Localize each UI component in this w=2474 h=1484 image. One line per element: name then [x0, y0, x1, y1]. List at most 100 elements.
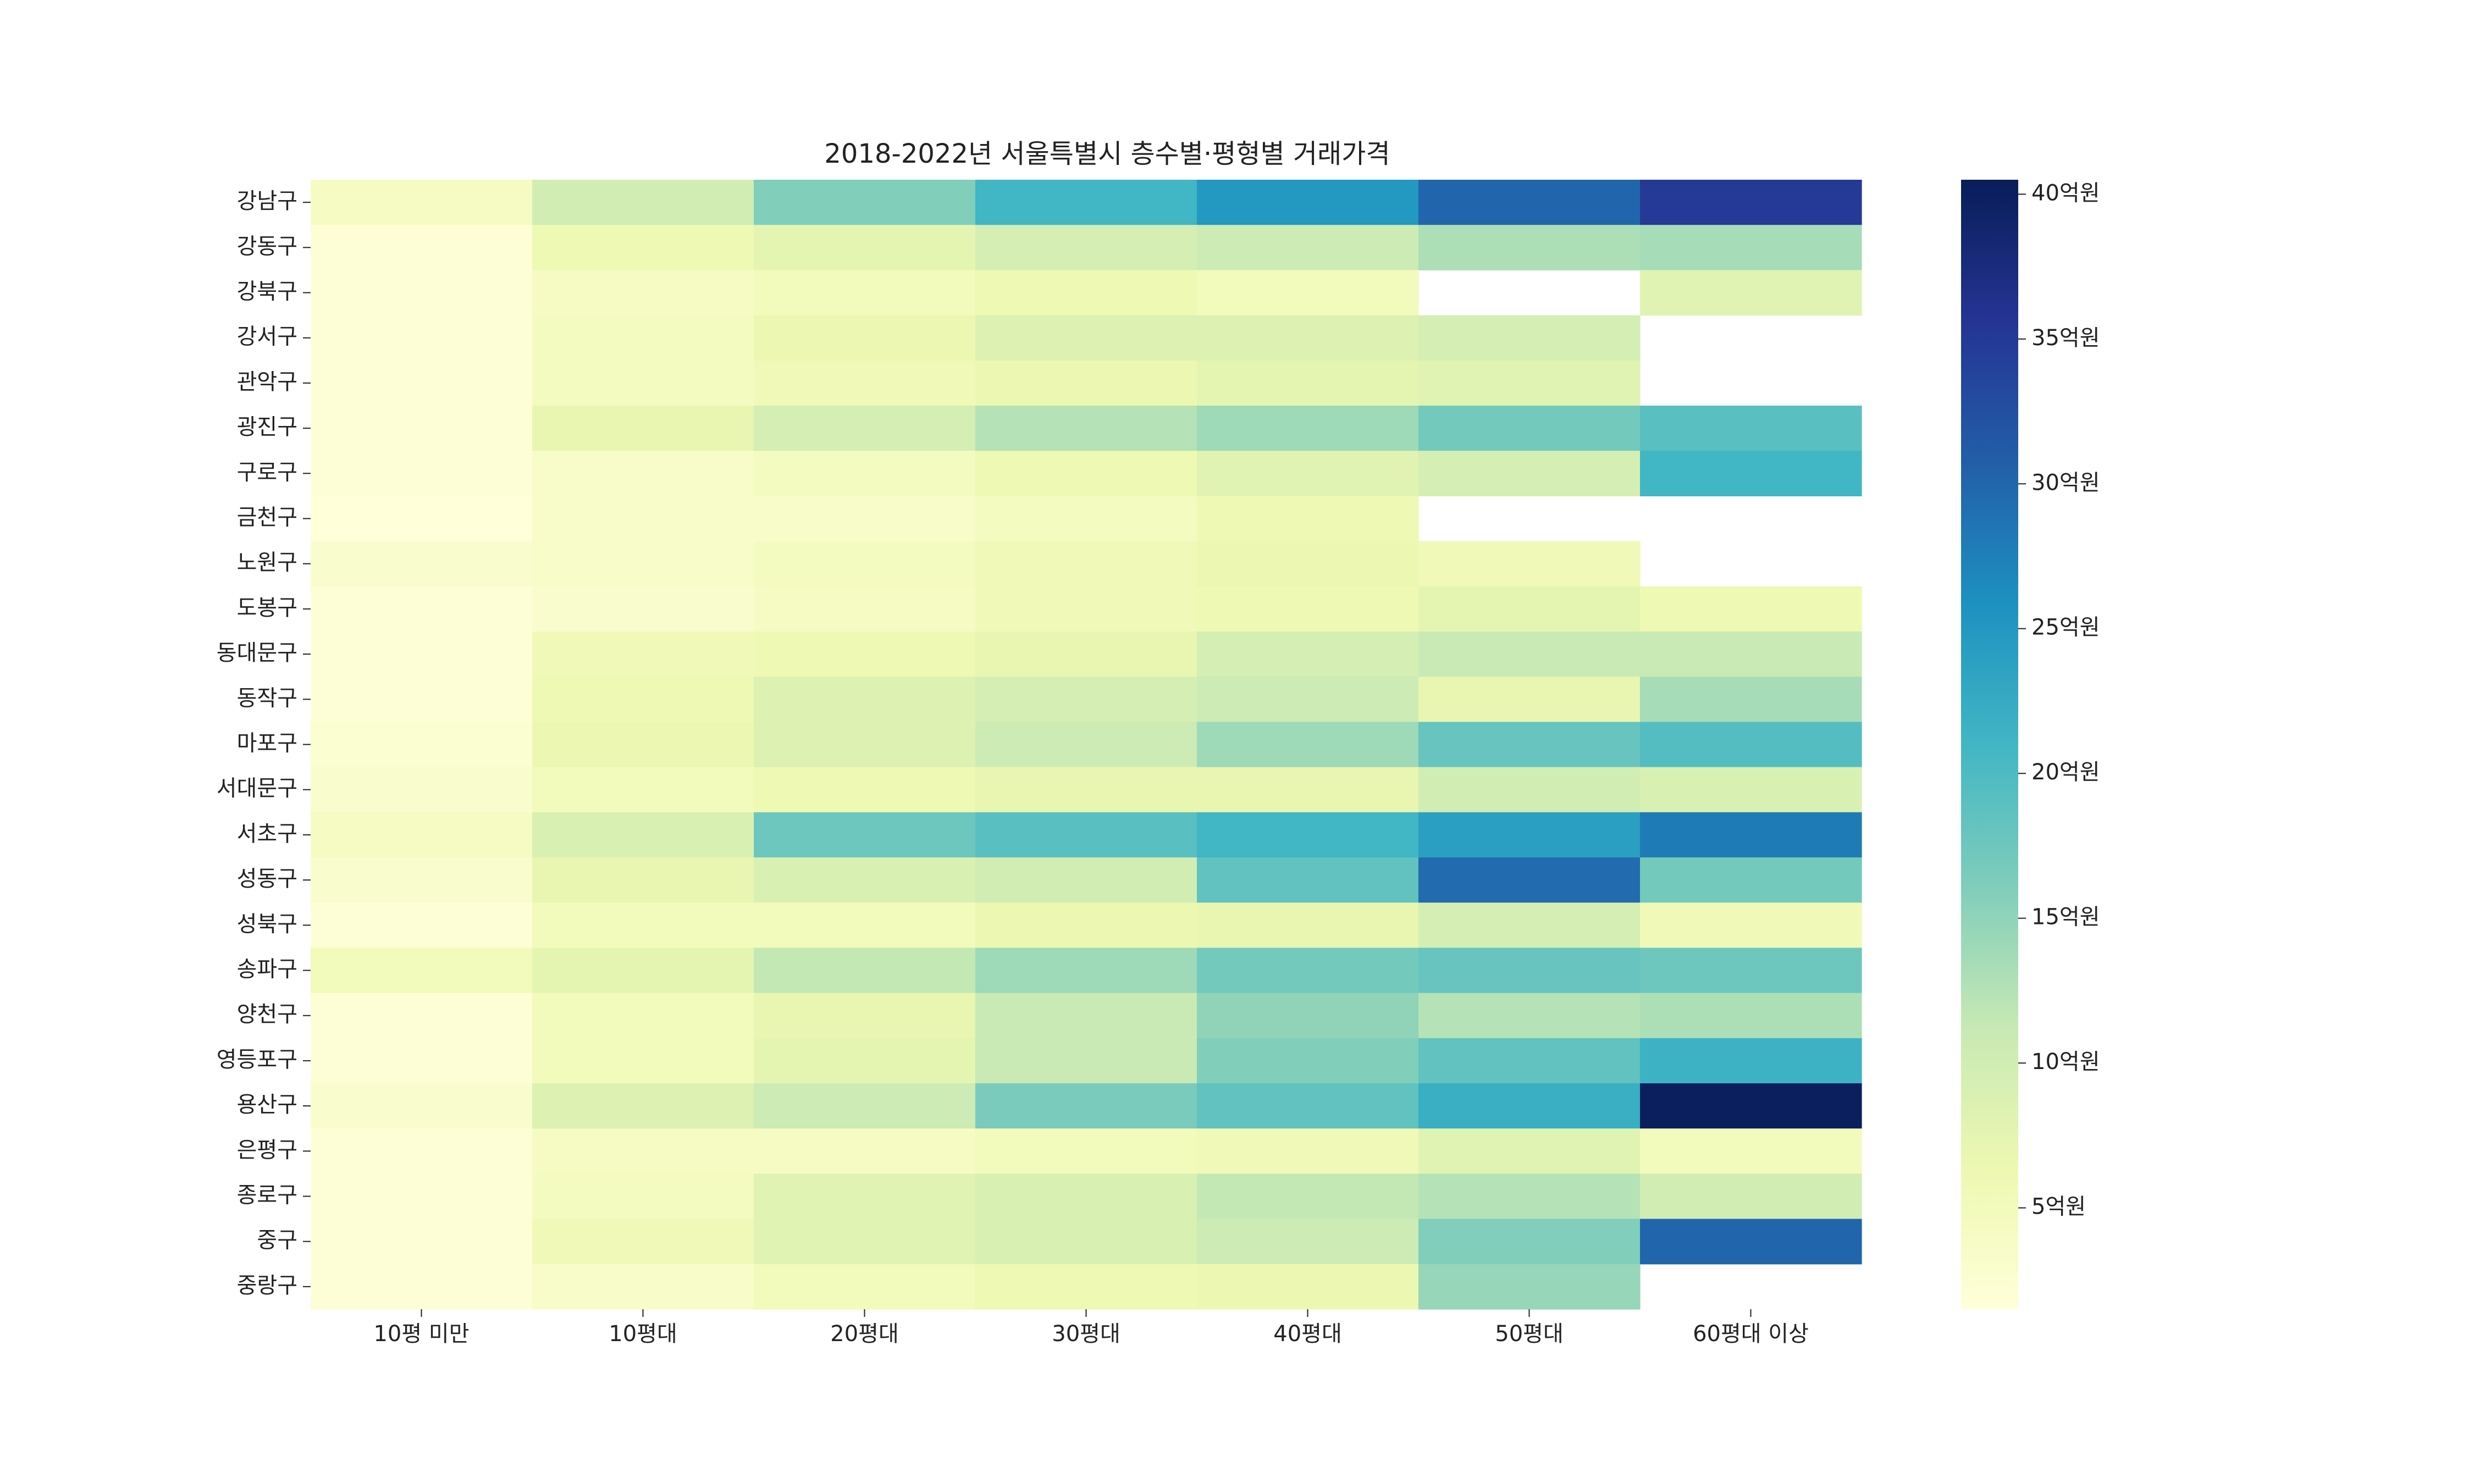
- y-tick-label: 중랑구: [237, 1273, 297, 1298]
- heatmap-cell: [754, 857, 976, 903]
- heatmap-cell: [532, 1038, 754, 1084]
- heatmap-cell: [975, 1219, 1197, 1265]
- heatmap-cell: [1418, 586, 1641, 632]
- heatmap-cell: [1640, 857, 1862, 903]
- heatmap-cell: [1197, 1264, 1419, 1310]
- heatmap-cell: [754, 270, 976, 316]
- heatmap-cell: [1640, 1038, 1862, 1084]
- heatmap-cell: [1197, 1083, 1419, 1129]
- heatmap-cell: [1197, 902, 1419, 948]
- heatmap-cell: [754, 812, 976, 858]
- heatmap-cell: [311, 360, 533, 406]
- heatmap-cell: [1418, 1083, 1641, 1129]
- heatmap-cell: [532, 496, 754, 542]
- heatmap-cell: [1197, 1173, 1419, 1220]
- heatmap-cell: [532, 270, 754, 316]
- heatmap-cell: [311, 1128, 533, 1174]
- heatmap-cell: [1197, 406, 1419, 451]
- colorbar: [1961, 180, 2018, 1309]
- heatmap-cell: [532, 1219, 754, 1265]
- heatmap-cell: [311, 1173, 533, 1220]
- heatmap-cell: [975, 1264, 1197, 1310]
- heatmap-cell: [1640, 993, 1862, 1039]
- heatmap-cell: [311, 948, 533, 994]
- heatmap-cell: [311, 677, 533, 722]
- heatmap-cell: [532, 180, 754, 225]
- y-tick-label: 관악구: [237, 369, 297, 395]
- heatmap-cell: [975, 767, 1197, 813]
- heatmap-cell: [1197, 360, 1419, 406]
- heatmap-cell: [975, 1083, 1197, 1129]
- heatmap-cell: [311, 812, 533, 858]
- x-tick-label: 40평대: [1273, 1321, 1342, 1347]
- heatmap-cell: [754, 315, 976, 361]
- heatmap-cell: [532, 993, 754, 1039]
- y-tick-label: 구로구: [237, 459, 297, 485]
- heatmap-cell: [1197, 541, 1419, 587]
- heatmap-cell: [532, 722, 754, 768]
- heatmap-cell: [532, 315, 754, 361]
- heatmap-cell: [311, 180, 533, 225]
- heatmap-cell: [1418, 902, 1641, 948]
- heatmap-cell: [754, 902, 976, 948]
- heatmap-cell: [532, 767, 754, 813]
- heatmap-cell: [975, 180, 1197, 225]
- heatmap-cell: [1418, 180, 1641, 225]
- heatmap-cell: [1197, 180, 1419, 225]
- heatmap-cell: [1418, 677, 1641, 722]
- heatmap-cell: [1640, 632, 1862, 677]
- heatmap-cell: [311, 1264, 533, 1310]
- heatmap-cell: [1418, 1038, 1641, 1084]
- heatmap-cell: [1197, 993, 1419, 1039]
- heatmap-cell: [1197, 1128, 1419, 1174]
- heatmap-cell: [1418, 812, 1641, 858]
- heatmap-cell: [532, 857, 754, 903]
- heatmap-cell: [1197, 948, 1419, 994]
- x-tick-label: 10평대: [609, 1321, 677, 1347]
- heatmap-cell: [1640, 1128, 1862, 1174]
- heatmap-cell: [975, 586, 1197, 632]
- heatmap-cell: [532, 451, 754, 496]
- heatmap-cell: [1640, 586, 1862, 632]
- heatmap-cell: [532, 541, 754, 587]
- heatmap-cell: [754, 1264, 976, 1310]
- heatmap-cell: [975, 225, 1197, 270]
- heatmap-cell: [1197, 812, 1419, 858]
- heatmap-cell: [975, 857, 1197, 903]
- heatmap-cell: [1197, 451, 1419, 496]
- heatmap-cell: [754, 767, 976, 813]
- y-tick-label: 도봉구: [237, 595, 297, 621]
- colorbar-tick-label: 30억원: [2031, 470, 2100, 495]
- y-tick-label: 중구: [257, 1228, 297, 1253]
- heatmap-cell: [975, 722, 1197, 768]
- y-tick-label: 종로구: [237, 1183, 297, 1208]
- heatmap-cell: [1418, 315, 1641, 361]
- heatmap-cell: [532, 1264, 754, 1310]
- heatmap-cell: [1640, 948, 1862, 994]
- y-tick-label: 은평구: [237, 1137, 297, 1162]
- heatmap-cell: [1197, 315, 1419, 361]
- heatmap-cell: [1640, 812, 1862, 858]
- heatmap-cell: [532, 902, 754, 948]
- heatmap-cell: [532, 1173, 754, 1220]
- heatmap-cells: [311, 180, 1862, 1310]
- heatmap-cell: [754, 948, 976, 994]
- heatmap-cell: [975, 632, 1197, 677]
- heatmap-cell: [311, 767, 533, 813]
- heatmap-cell: [1640, 406, 1862, 451]
- heatmap-cell: [1640, 767, 1862, 813]
- colorbar-tick-label: 10억원: [2031, 1049, 2100, 1075]
- heatmap-cell: [532, 632, 754, 677]
- x-tick-label: 50평대: [1495, 1321, 1564, 1347]
- y-tick-label: 서초구: [237, 821, 297, 846]
- y-tick-label: 서대문구: [217, 776, 297, 801]
- heatmap-cell: [1197, 767, 1419, 813]
- heatmap-cell: [1640, 225, 1862, 270]
- heatmap-cell: [754, 451, 976, 496]
- heatmap-cell: [311, 1083, 533, 1129]
- heatmap-cell: [754, 360, 976, 406]
- heatmap-cell: [975, 948, 1197, 994]
- x-tick-label: 60평대 이상: [1693, 1321, 1809, 1347]
- heatmap-cell: [1640, 1083, 1862, 1129]
